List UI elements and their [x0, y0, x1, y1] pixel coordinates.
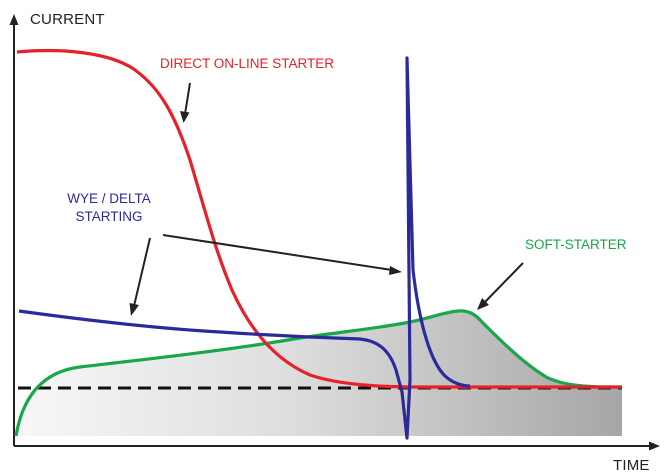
wye-delta-pointer-arrowhead-left — [129, 303, 139, 316]
soft-starter-pointer-arrowhead — [477, 298, 489, 310]
soft-starter-pointer-arrow — [484, 262, 524, 303]
y-axis-arrowhead — [9, 14, 19, 25]
direct-online-starter-curve — [16, 48, 622, 389]
soft-starter-label: SOFT-STARTER — [525, 237, 627, 252]
y-axis-label: CURRENT — [30, 11, 105, 28]
direct-online-pointer-arrow — [184, 82, 191, 115]
soft-starter-shaded-area — [16, 310, 622, 436]
wye-delta-pointer-arrow-left — [133, 237, 151, 307]
x-axis-label: TIME — [613, 457, 650, 473]
wye-delta-label-line1: WYE / DELTA — [67, 191, 151, 206]
x-axis-arrowhead — [649, 441, 660, 451]
wye-delta-label-line2: STARTING — [75, 209, 142, 224]
annotation-arrows — [129, 82, 524, 316]
axes — [9, 14, 660, 451]
direct-online-starter-label: DIRECT ON-LINE STARTER — [160, 56, 334, 71]
direct-online-pointer-arrowhead — [180, 111, 190, 123]
wye-delta-pointer-arrow-right — [162, 234, 393, 271]
wye-delta-pointer-arrowhead-right — [389, 266, 402, 275]
wye-delta-starting-curve — [18, 56, 471, 440]
